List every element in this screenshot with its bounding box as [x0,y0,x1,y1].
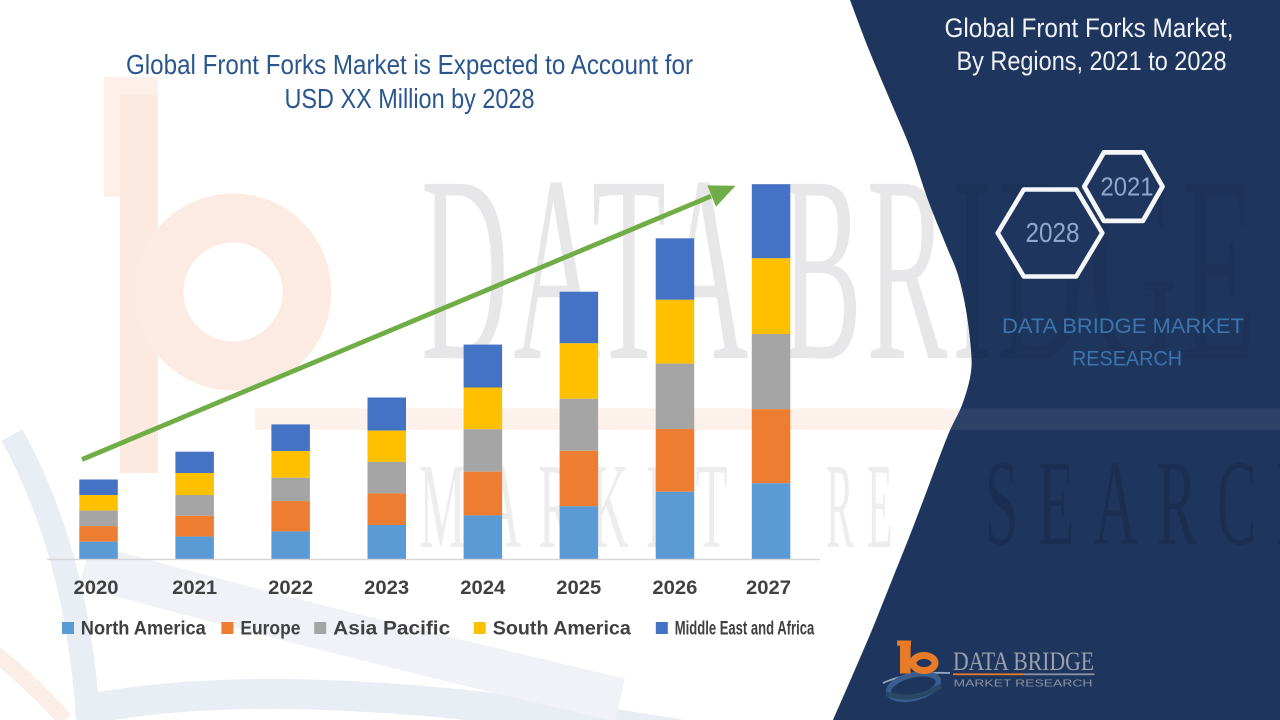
svg-text:2024: 2024 [460,578,505,599]
svg-text:2025: 2025 [556,578,601,599]
svg-text:Asia Pacific: Asia Pacific [333,619,450,640]
svg-text:By Regions, 2021 to 2028: By Regions, 2021 to 2028 [957,46,1227,76]
svg-text:MARKET RESEARCH: MARKET RESEARCH [954,679,1093,690]
svg-text:2027: 2027 [746,578,791,599]
svg-text:2022: 2022 [268,578,313,599]
svg-text:DATA BRIDGE MARKET: DATA BRIDGE MARKET [1002,314,1244,338]
svg-text:South America: South America [493,619,631,640]
svg-text:2028: 2028 [1026,217,1080,248]
svg-text:USD XX Million by 2028: USD XX Million by 2028 [285,83,535,114]
svg-text:2021: 2021 [1101,172,1154,202]
svg-text:DATA BRIDGE: DATA BRIDGE [953,647,1094,676]
svg-text:Global Front Forks Market,: Global Front Forks Market, [945,13,1234,43]
svg-text:RE: RE [826,439,906,574]
svg-text:Global Front Forks Market is E: Global Front Forks Market is Expected to… [126,49,693,80]
svg-text:SEARCH: SEARCH [985,436,1280,571]
svg-text:North America: North America [81,619,206,640]
svg-text:Middle East and Africa: Middle East and Africa [675,619,815,640]
svg-text:2026: 2026 [652,578,697,599]
svg-text:2020: 2020 [74,578,119,599]
svg-text:Europe: Europe [240,619,300,640]
svg-text:2021: 2021 [172,578,217,599]
svg-text:2023: 2023 [364,578,409,599]
svg-text:RESEARCH: RESEARCH [1072,347,1182,371]
